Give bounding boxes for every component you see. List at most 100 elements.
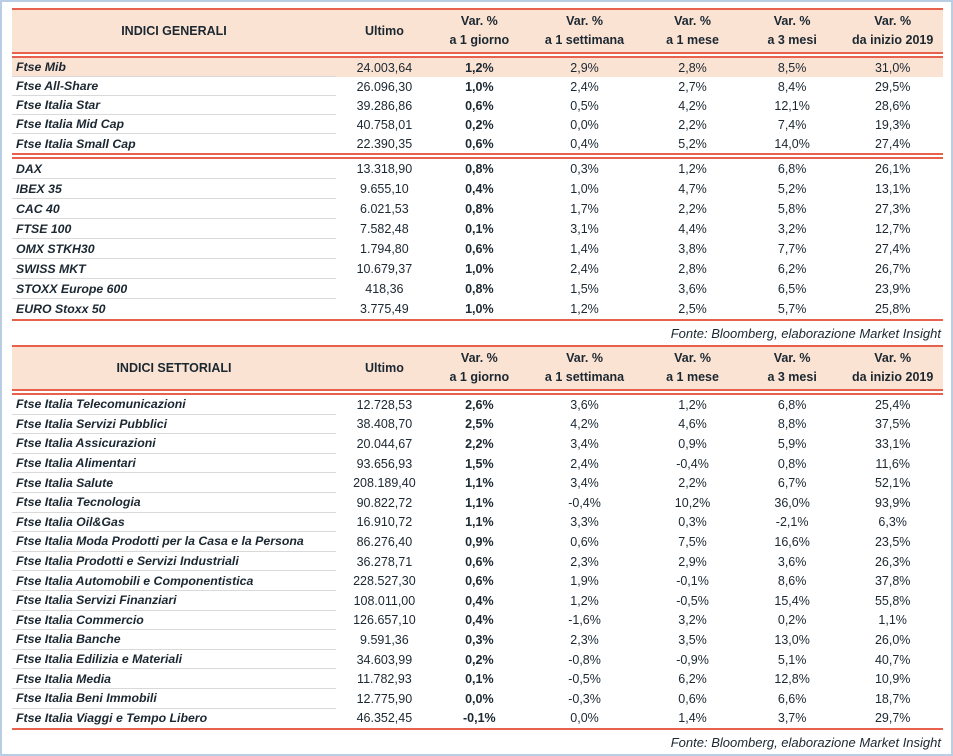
pct-value: 12,8% [774,672,810,687]
header-divider [12,52,943,58]
pct-value: 2,2% [465,436,494,451]
source-note: Fonte: Bloomberg, elaborazione Market In… [670,326,941,341]
pct-value: -0,4% [568,495,601,510]
pct-value: 2,3% [570,554,599,569]
pct-value: 25,4% [874,397,911,412]
pct-value: 3,6% [570,397,599,412]
index-name: Ftse Italia Automobili e Componentistica [12,571,336,591]
table-row: Ftse Italia Beni Immobili 12.775,90 0,0% -0… [12,689,943,709]
pct-value: 1,5% [465,456,494,471]
column-header-sublabel: a 3 mesi [767,33,817,47]
pct-value: 3,7% [777,711,807,726]
ultimo-value: 24.003,64 [356,60,413,75]
pct-value: 0,3% [678,515,707,530]
column-header-label: Ultimo [364,360,404,375]
table-title-label: INDICI GENERALI [121,23,227,38]
table-row: Ftse Italia Mid Cap 40.758,01 0,2% 0,0% 2,2%… [12,115,943,134]
pct-value: 52,1% [874,476,911,491]
pct-value: 5,2% [678,136,707,151]
ultimo-value: 39.286,86 [356,98,413,113]
pct-value: 3,2% [678,613,707,628]
column-header-ultimo: Ultimo [336,347,433,389]
table-row: IBEX 35 9.655,10 0,4% 1,0% 4,7% 5,2% 13,1% [12,179,943,199]
table-row: Ftse Italia Banche 9.591,36 0,3% 2,3% 3,5% 13… [12,630,943,650]
pct-value: 5,2% [777,182,807,196]
pct-value: 6,2% [678,672,707,687]
column-header-sublabel: a 1 mese [666,370,719,384]
ultimo-value: 93.656,93 [356,456,413,471]
column-header-sublabel: a 1 giorno [449,33,510,47]
ultimo-value: 208.189,40 [353,476,416,491]
index-name: Ftse Italia Viaggi e Tempo Libero [16,711,208,726]
table-row: CAC 40 6.021,53 0,8% 1,7% 2,2% 5,8% 27,3% [12,199,943,219]
column-header-label: Var. % [674,351,711,366]
indici-settoriali-table: INDICI SETTORIALI Ultimo Var. % a 1 giorn… [12,345,943,754]
index-name: Ftse Italia Edilizia e Materiali [12,650,336,670]
pct-value: 7,5% [678,534,707,549]
pct-value: 27,4% [874,136,911,151]
pct-value: 28,6% [874,98,911,113]
pct-value: 1,1% [465,495,494,510]
ultimo-value: 9.655,10 [360,182,409,196]
ultimo-value: 108.011,00 [353,593,416,608]
pct-value: 31,0% [874,60,911,75]
index-name: Ftse All-Share [12,77,336,96]
column-header-label: Var. % [874,14,912,29]
column-header-label: Var. % [773,14,811,29]
pct-value: 4,6% [678,417,707,432]
pct-value: 11,6% [875,456,910,471]
pct-value: 23,9% [874,282,911,296]
pct-value: 3,3% [570,515,599,530]
pct-value: 13,0% [774,632,810,647]
pct-value: 0,6% [465,574,494,589]
index-name: SWISS MKT [12,259,336,279]
source-note: Fonte: Bloomberg, elaborazione Market In… [670,735,941,751]
pct-value: 25,8% [874,302,911,316]
table-row: OMX STKH30 1.794,80 0,6% 1,4% 3,8% 7,7% 27,4% [12,239,943,259]
pct-value: 1,9% [570,574,599,589]
pct-value: 1,2% [570,302,599,316]
pct-value: 1,1% [465,515,494,530]
ultimo-value: 46.352,45 [356,711,413,726]
pct-value: 2,6% [465,397,494,412]
table-top-rule [12,345,943,347]
index-name: Ftse Italia Oil&Gas [12,513,336,533]
column-header-var-inizio-2019: Var. % da inizio 2019 [842,10,943,52]
pct-value: 3,6% [777,554,807,569]
pct-value: 5,8% [777,202,807,216]
pct-value: 1,0% [465,79,494,94]
pct-value: -0,3% [568,691,601,706]
pct-value: 40,7% [874,652,911,667]
index-name: Ftse Italia Assicurazioni [12,434,336,454]
table-row: Ftse Italia Telecomunicazioni 12.728,53 2,… [12,395,943,415]
pct-value: 26,7% [874,262,911,276]
pct-value: 6,8% [777,397,807,412]
ultimo-value: 40.758,01 [356,117,413,132]
pct-value: 37,8% [874,574,911,589]
column-header-label: Var. % [674,14,711,29]
pct-value: 37,5% [874,417,911,432]
ultimo-value: 7.582,48 [360,222,409,236]
pct-value: 2,5% [465,417,494,432]
index-name: Ftse Italia Servizi Pubblici [12,415,336,435]
ultimo-value: 418,36 [365,282,404,296]
pct-value: 0,6% [678,691,707,706]
pct-value: 2,5% [678,302,707,316]
pct-value: 2,7% [678,79,707,94]
column-header-var-3-mesi: Var. % a 3 mesi [742,347,843,389]
pct-value: 27,3% [874,202,911,216]
pct-value: 3,8% [678,242,707,256]
pct-value: 26,3% [874,554,911,569]
pct-value: 3,4% [570,476,599,491]
table-row: Ftse Mib 24.003,64 1,2% 2,9% 2,8% 8,5% 31,0% [12,58,943,77]
table-row: Ftse All-Share 26.096,30 1,0% 2,4% 2,7% 8,4% 2… [12,77,943,96]
pct-value: 7,4% [777,117,807,132]
pct-value: 2,4% [570,456,599,471]
pct-value: 3,2% [777,222,807,236]
pct-value: -0,4% [676,456,709,471]
pct-value: 0,0% [570,117,599,132]
column-header-var-1-settimana: Var. % a 1 settimana [526,347,643,389]
table-row: Ftse Italia Moda Prodotti per la Casa e … [12,532,943,552]
pct-value: 2,9% [678,554,707,569]
pct-value: 0,8% [465,162,494,176]
